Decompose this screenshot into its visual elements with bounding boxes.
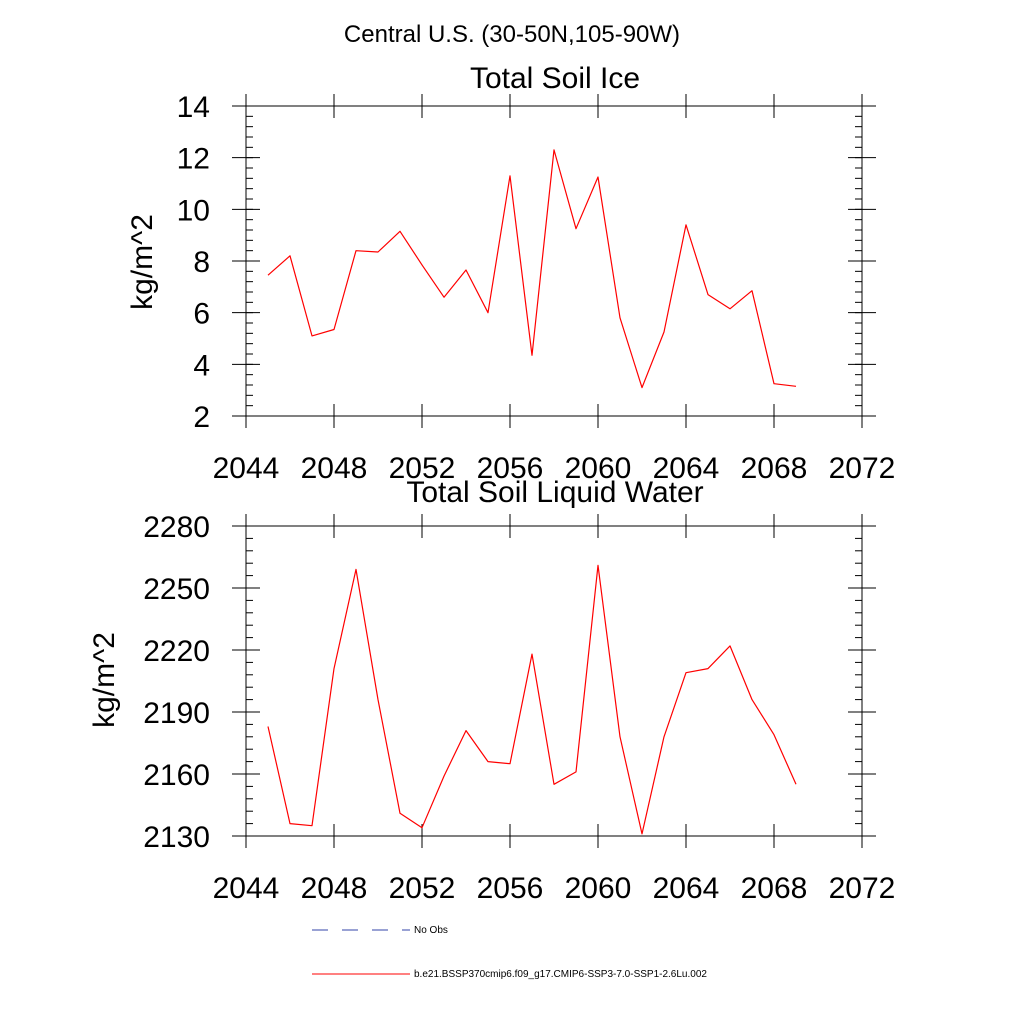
data-point [399, 230, 402, 233]
data-point [311, 334, 314, 337]
y-axis-label: kg/m^2 [126, 214, 159, 310]
data-point [773, 382, 776, 385]
data-point [443, 296, 446, 299]
legend-label-model-run: b.e21.BSSP370cmip6.f09_g17.CMIP6-SSP3-7.… [414, 969, 707, 980]
x-tick-label: 2056 [477, 452, 544, 485]
data-point [377, 698, 380, 701]
data-point [267, 725, 270, 728]
panel-total-soil-liquid-water: Total Soil Liquid Water kg/m^2 2044 2048 2… [88, 476, 895, 905]
data-point [553, 148, 556, 151]
data-point [509, 762, 512, 765]
x-tick-label: 2072 [829, 872, 896, 905]
data-point [421, 263, 424, 266]
legend: No Obs b.e21.BSSP370cmip6.f09_g17.CMIP6-… [312, 925, 707, 980]
x-tick-label: 2060 [565, 872, 632, 905]
data-point [575, 770, 578, 773]
data-point [729, 644, 732, 647]
data-point [509, 174, 512, 177]
data-point [575, 227, 578, 230]
y-tick-label: 4 [193, 349, 210, 382]
data-point [333, 667, 336, 670]
data-point [707, 667, 710, 670]
x-tick-label: 2068 [741, 452, 808, 485]
x-tick-label: 2044 [213, 872, 280, 905]
y-tick-label: 10 [177, 194, 210, 227]
y-tick-label: 12 [177, 143, 210, 176]
data-point [311, 824, 314, 827]
x-tick-label: 2044 [213, 452, 280, 485]
chart-title: Total Soil Liquid Water [406, 476, 703, 509]
data-point [597, 564, 600, 567]
x-tick-label: 2048 [301, 872, 368, 905]
data-point [355, 249, 358, 252]
y-tick-label: 2 [193, 401, 210, 434]
x-tick-label: 2072 [829, 452, 896, 485]
data-point [421, 826, 424, 829]
data-point [663, 735, 666, 738]
data-point [289, 822, 292, 825]
x-tick-label: 2060 [565, 452, 632, 485]
panel-total-soil-ice: Total Soil Ice kg/m^2 2044 2048 2052 2056 20… [126, 62, 895, 485]
region-title: Central U.S. (30-50N,105-90W) [344, 21, 680, 48]
data-point [487, 760, 490, 763]
data-point [597, 176, 600, 179]
data-point [289, 254, 292, 257]
legend-label-no-obs: No Obs [414, 925, 448, 936]
series-line [267, 564, 797, 835]
x-tick-label: 2052 [389, 452, 456, 485]
x-tick-label: 2064 [653, 872, 720, 905]
data-point [333, 328, 336, 331]
y-tick-label: 2130 [143, 821, 210, 854]
data-point [531, 653, 534, 656]
data-point [795, 783, 798, 786]
chart-title: Total Soil Ice [470, 62, 640, 95]
y-tick-label: 2280 [143, 511, 210, 544]
y-tick-label: 2250 [143, 573, 210, 606]
data-point [641, 386, 644, 389]
y-tick-label: 8 [193, 246, 210, 279]
y-axis-label: kg/m^2 [88, 632, 121, 728]
data-point [553, 783, 556, 786]
plot-frame [245, 525, 863, 837]
data-point [685, 223, 688, 226]
data-point [751, 289, 754, 292]
data-point [267, 274, 270, 277]
y-tick-label: 2220 [143, 635, 210, 668]
y-tick-label: 14 [177, 91, 210, 124]
data-point [487, 311, 490, 314]
data-point [641, 832, 644, 835]
data-point [377, 250, 380, 253]
data-point [751, 698, 754, 701]
data-point [619, 316, 622, 319]
data-point [531, 354, 534, 357]
x-tick-label: 2052 [389, 872, 456, 905]
data-point [465, 729, 468, 732]
x-tick-label: 2064 [653, 452, 720, 485]
series-line [267, 149, 797, 389]
y-tick-label: 2160 [143, 759, 210, 792]
x-tick-label: 2048 [301, 452, 368, 485]
x-tick-label: 2056 [477, 872, 544, 905]
data-point [443, 775, 446, 778]
data-point [619, 735, 622, 738]
y-tick-label: 2190 [143, 697, 210, 730]
y-tick-label: 6 [193, 298, 210, 331]
x-tick-label: 2068 [741, 872, 808, 905]
data-point [707, 293, 710, 296]
data-point [465, 269, 468, 272]
data-point [355, 568, 358, 571]
data-point [685, 671, 688, 674]
data-point [729, 307, 732, 310]
data-point [663, 331, 666, 334]
data-point [399, 812, 402, 815]
data-point [773, 733, 776, 736]
data-point [795, 385, 798, 388]
